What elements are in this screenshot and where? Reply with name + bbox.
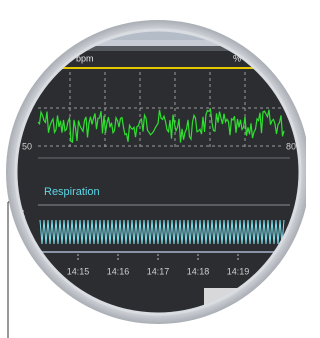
respiration-label: Respiration	[44, 186, 100, 198]
screen: HR bpm % SpO2 70 50 90 80 Respiration x1…	[0, 0, 306, 338]
time-label: 14:19	[227, 266, 250, 276]
hr-label: HR	[18, 53, 34, 65]
magnifier-view: HR bpm % SpO2 70 50 90 80 Respiration x1…	[0, 0, 306, 338]
time-label: 14:15	[67, 266, 90, 276]
time-label: 14:18	[187, 266, 210, 276]
spo2-axis-label: 80	[286, 141, 296, 151]
hr-axis-label: 50	[22, 141, 32, 151]
divider	[0, 46, 306, 51]
time-label: 14:17	[147, 266, 170, 276]
time-label: 14:16	[107, 266, 130, 276]
